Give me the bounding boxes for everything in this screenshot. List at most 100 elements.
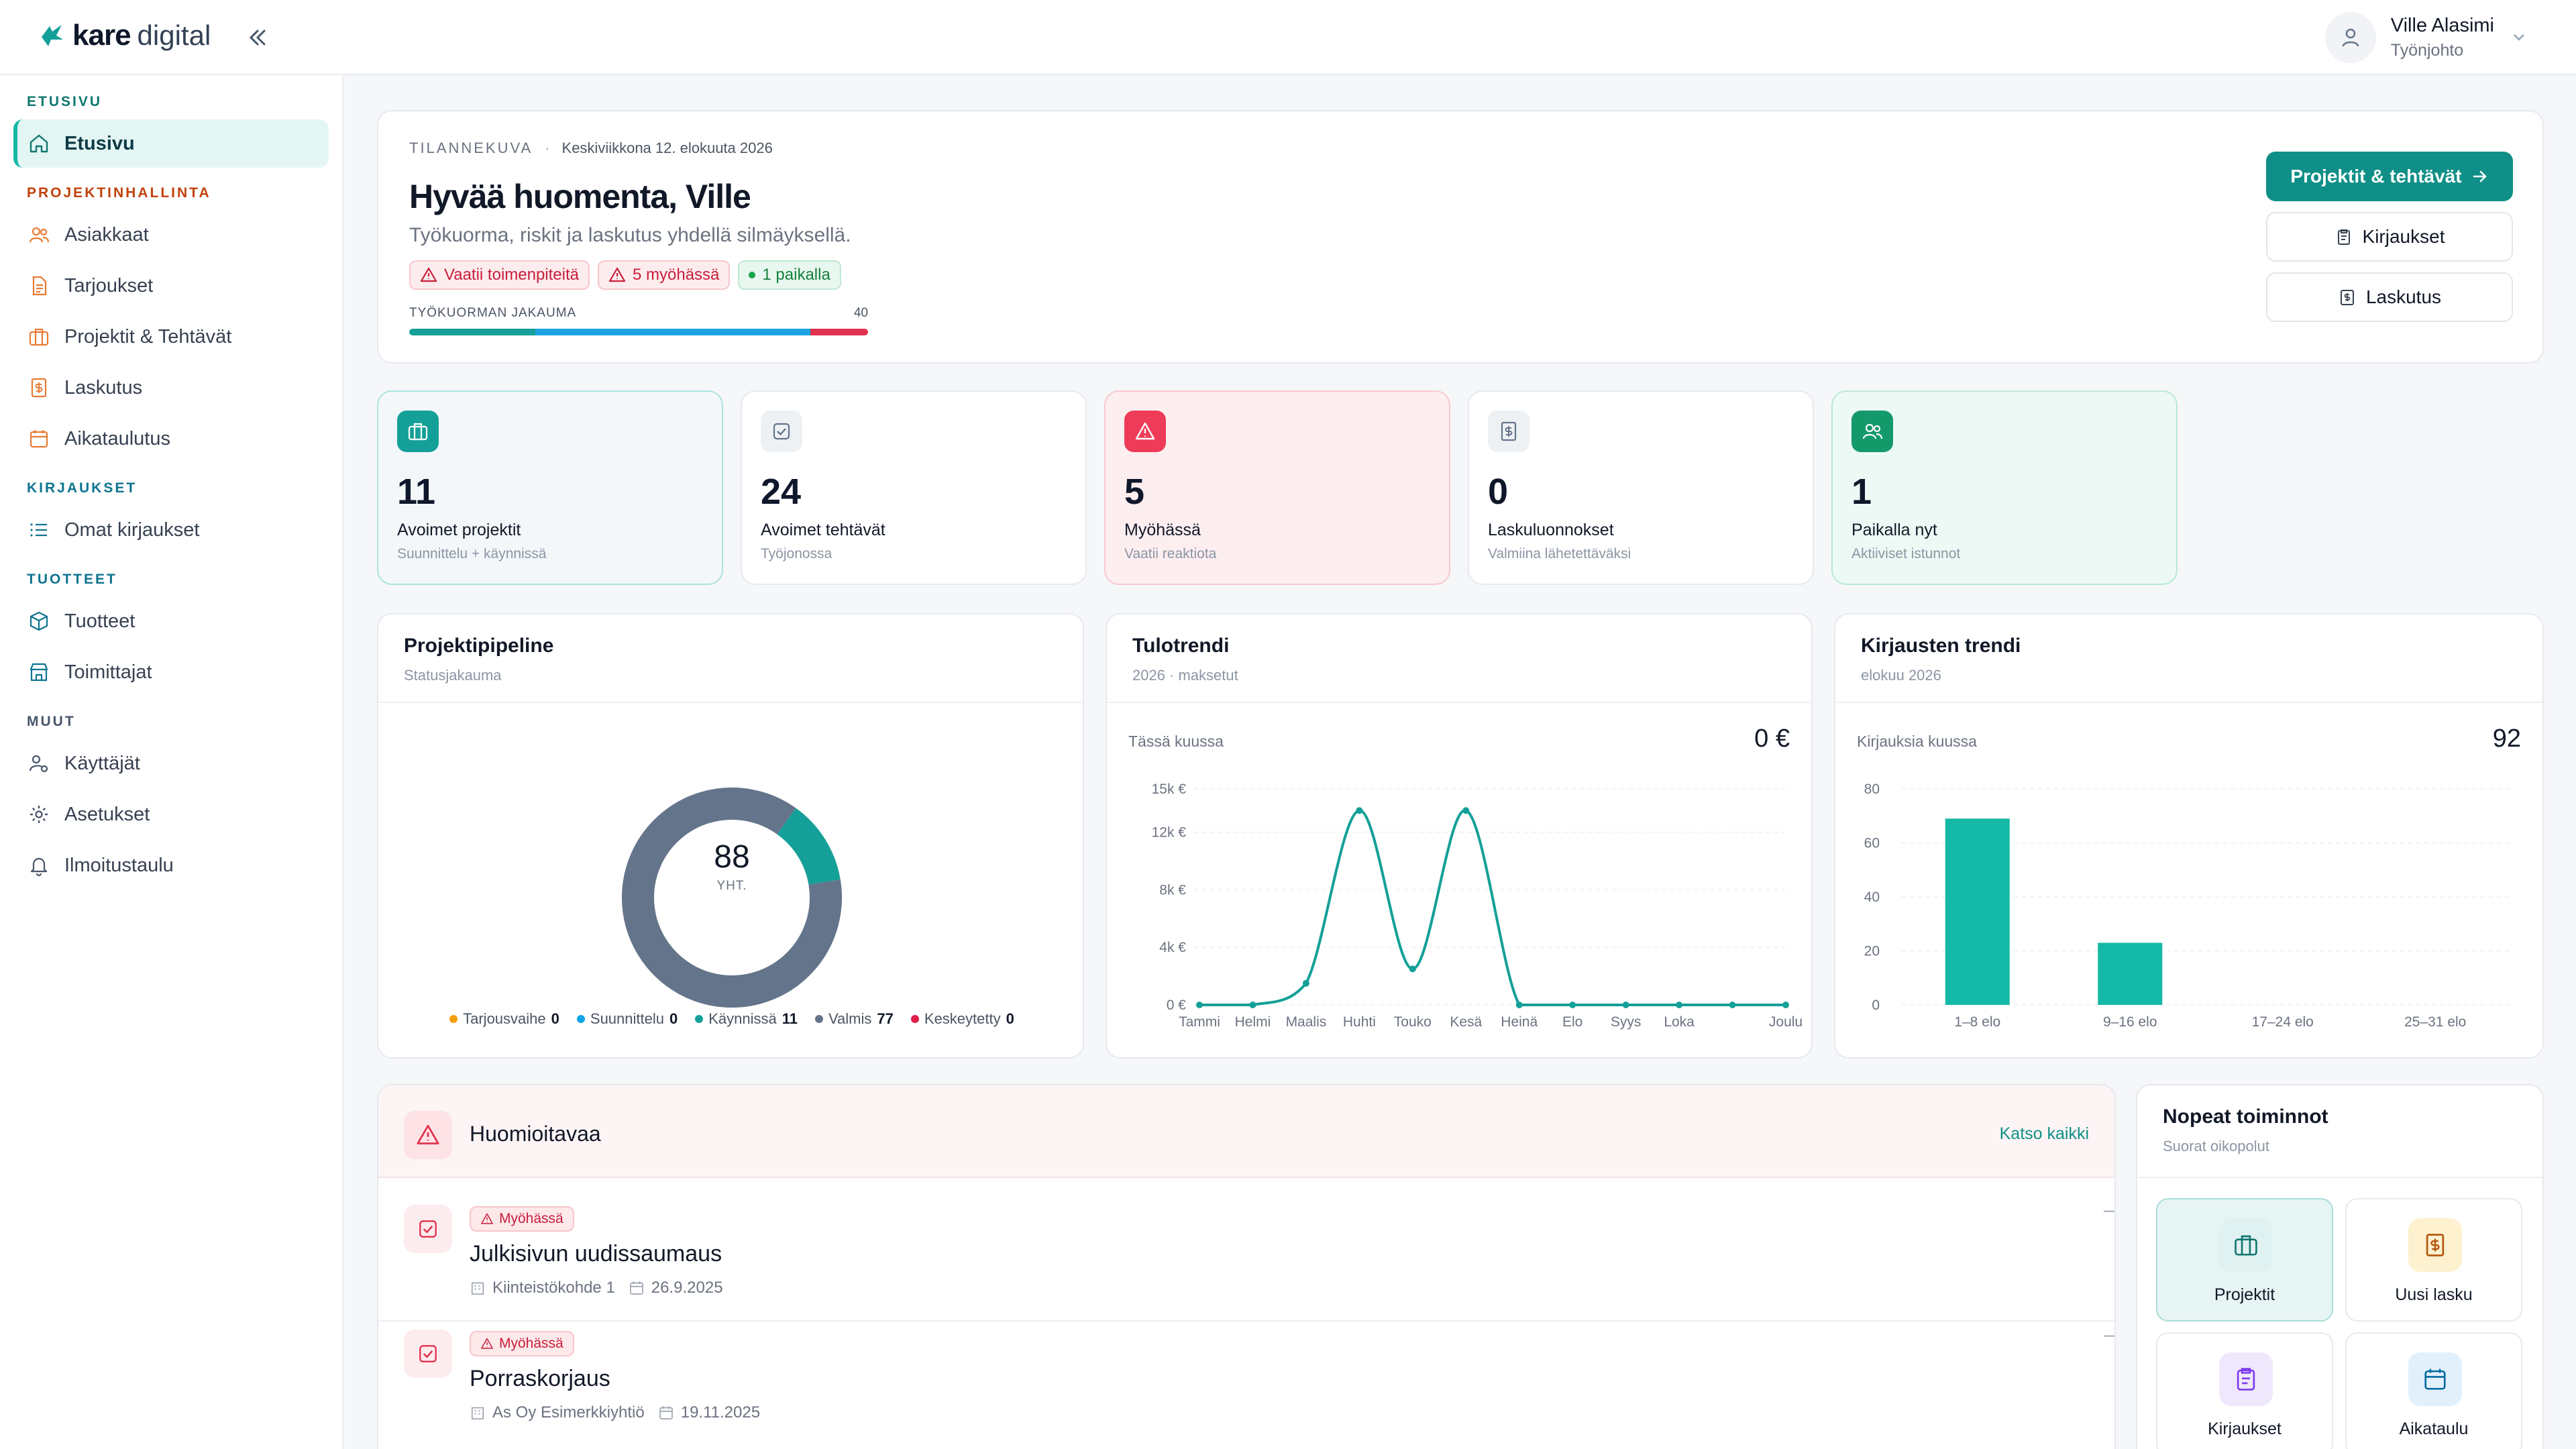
legend-dot-icon: [576, 1015, 585, 1023]
legend-item: Valmis 77: [815, 1010, 894, 1028]
status-badge-label: Myöhässä: [499, 1211, 564, 1226]
x-tick-label: Kesä: [1450, 1014, 1482, 1030]
x-tick-label: Maalis: [1286, 1014, 1327, 1030]
logo[interactable]: kare digital: [39, 19, 211, 52]
sidebar-item-ilmoitustaulu[interactable]: Ilmoitustaulu: [13, 841, 329, 890]
kpi-card[interactable]: 0 Laskuluonnokset Valmiina lähetettäväksi: [1468, 390, 1814, 585]
entries-button-label: Kirjaukset: [2362, 226, 2445, 247]
arrow-right-icon: [2473, 170, 2487, 182]
pipeline-card: Projektipipeline Statusjakauma 88 YHT. T…: [377, 613, 1084, 1059]
user-menu[interactable]: Ville Alasimi Työnjohto: [2324, 12, 2529, 63]
collapse-sidebar-icon[interactable]: [243, 23, 272, 52]
kpi-value: 24: [761, 472, 802, 512]
warning-icon: [420, 267, 437, 282]
sidebar-item-käyttäjät[interactable]: Käyttäjät: [13, 739, 329, 788]
quick-action-projektit[interactable]: Projektit: [2156, 1198, 2333, 1322]
quick-action-label: Projektit: [2214, 1285, 2275, 1304]
clipboard-icon: [2219, 1352, 2273, 1406]
y-tick-label: 20: [1864, 944, 1880, 959]
revenue-point: [1302, 979, 1309, 987]
billing-button[interactable]: Laskutus: [2266, 272, 2513, 322]
chevron-down-icon[interactable]: [2509, 28, 2529, 48]
sidebar-item-asetukset[interactable]: Asetukset: [13, 790, 329, 839]
sidebar-item-omat-kirjaukset[interactable]: Omat kirjaukset: [13, 506, 329, 554]
user-cog-icon: [28, 753, 50, 774]
building-icon: [470, 1280, 486, 1296]
status-badge-label: Myöhässä: [499, 1336, 564, 1351]
briefcase-icon: [397, 411, 439, 452]
legend-value: 0: [669, 1010, 678, 1027]
avatar: [2324, 12, 2376, 63]
sidebar-item-projektit-tehtävät[interactable]: Projektit & Tehtävät: [13, 313, 329, 361]
legend-value: 0: [551, 1010, 559, 1027]
x-tick-label: Heinä: [1501, 1014, 1538, 1030]
calendar-icon: [629, 1280, 645, 1296]
revenue-point: [1729, 1002, 1736, 1008]
revenue-point: [1462, 807, 1470, 814]
workload-total: 40: [853, 306, 868, 320]
kpi-card[interactable]: 1 Paikalla nyt Aktiiviset istunnot: [1831, 390, 2178, 585]
revenue-point: [1622, 1002, 1629, 1008]
projects-tasks-button[interactable]: Projektit & tehtävät: [2266, 152, 2513, 201]
status-badge-onsite[interactable]: 1 paikalla: [738, 260, 841, 290]
kpi-subtitle: Aktiiviset istunnot: [1851, 546, 1961, 561]
legend-item: Keskeytetty 0: [910, 1010, 1014, 1028]
home-icon: [28, 133, 50, 154]
billing-button-label: Laskutus: [2365, 286, 2442, 307]
y-tick-label: 80: [1864, 782, 1880, 797]
kpi-subtitle: Vaatii reaktiota: [1124, 546, 1217, 561]
alert-dash: —: [2104, 1199, 2114, 1220]
entries-button[interactable]: Kirjaukset: [2266, 212, 2513, 262]
revenue-line-chart: 0 € 4k € 8k € 12k € 15k € Tammi Helmi Maalis Huh…: [1152, 782, 1803, 1030]
sidebar-item-toimittajat[interactable]: Toimittajat: [13, 648, 329, 696]
quick-action-kirjaukset[interactable]: Kirjaukset: [2156, 1332, 2333, 1449]
kare-leaf-icon: [39, 22, 66, 49]
kpi-card[interactable]: 11 Avoimet projektit Suunnittelu + käynnis…: [377, 390, 723, 585]
quick-actions-title: Nopeat toiminnot: [2163, 1106, 2328, 1128]
revenue-subtitle: 2026 · maksetut: [1132, 667, 1238, 684]
gear-icon: [28, 804, 50, 825]
status-badge-action[interactable]: Vaatii toimenpiteitä: [409, 260, 590, 290]
sidebar-item-label: Projektit & Tehtävät: [64, 325, 232, 347]
page-title: Hyvää huomenta, Ville: [409, 178, 751, 215]
quick-action-label: Kirjaukset: [2208, 1419, 2282, 1438]
pipeline-total-label: YHT.: [716, 879, 747, 893]
status-badge-late[interactable]: 5 myöhässä: [598, 260, 731, 290]
kpi-card[interactable]: 24 Avoimet tehtävät Työjonossa: [741, 390, 1087, 585]
quick-action-aikataulu[interactable]: Aikataulu: [2345, 1332, 2522, 1449]
sidebar-item-etusivu[interactable]: Etusivu: [13, 119, 329, 168]
sidebar-item-label: Käyttäjät: [64, 752, 140, 774]
hero-date: Keskiviikkona 12. elokuuta 2026: [561, 140, 773, 156]
revenue-month-label: Tässä kuussa: [1128, 733, 1224, 750]
quick-actions-card: Nopeat toiminnot Suorat oikopolut Projek…: [2136, 1084, 2544, 1449]
warning-icon: [1124, 411, 1166, 452]
quick-action-label: Uusi lasku: [2395, 1285, 2473, 1304]
x-tick-label: 25–31 elo: [2404, 1014, 2466, 1030]
briefcase-icon: [28, 326, 50, 347]
sidebar-item-tarjoukset[interactable]: Tarjoukset: [13, 262, 329, 310]
sidebar-item-tuotteet[interactable]: Tuotteet: [13, 597, 329, 645]
alert-date: 19.11.2025: [680, 1403, 761, 1421]
see-all-link[interactable]: Katso kaikki: [1999, 1124, 2089, 1143]
list-item[interactable]: Myöhässä Porraskorjaus As Oy Esimerkkiyhti…: [404, 1324, 2114, 1437]
checkbox-icon: [761, 411, 802, 452]
projects-tasks-button-label: Projektit & tehtävät: [2290, 166, 2462, 186]
sidebar-item-asiakkaat[interactable]: Asiakkaat: [13, 211, 329, 259]
quick-action-uusi-lasku[interactable]: Uusi lasku: [2345, 1198, 2522, 1322]
x-tick-label: 17–24 elo: [2252, 1014, 2314, 1030]
pipeline-total: 88: [714, 839, 750, 875]
sidebar-item-label: Toimittajat: [64, 661, 152, 683]
sidebar-item-laskutus[interactable]: Laskutus: [13, 364, 329, 412]
invoice-icon: [2408, 1218, 2462, 1272]
kpi-card[interactable]: 5 Myöhässä Vaatii reaktiota: [1104, 390, 1450, 585]
list-item[interactable]: Myöhässä Julkisivun uudissaumaus Kiinteist…: [378, 1199, 2114, 1322]
y-tick-label: 4k €: [1159, 940, 1186, 955]
sidebar-item-label: Asiakkaat: [64, 223, 149, 246]
users-icon: [28, 224, 50, 246]
briefcase-icon: [2219, 1218, 2273, 1272]
x-tick-label: 1–8 elo: [1954, 1014, 2000, 1030]
revenue-point: [1569, 1002, 1576, 1008]
user-name: Ville Alasimi: [2390, 15, 2494, 36]
legend-label: Valmis: [828, 1010, 872, 1027]
sidebar-item-aikataulutus[interactable]: Aikataulutus: [13, 415, 329, 463]
